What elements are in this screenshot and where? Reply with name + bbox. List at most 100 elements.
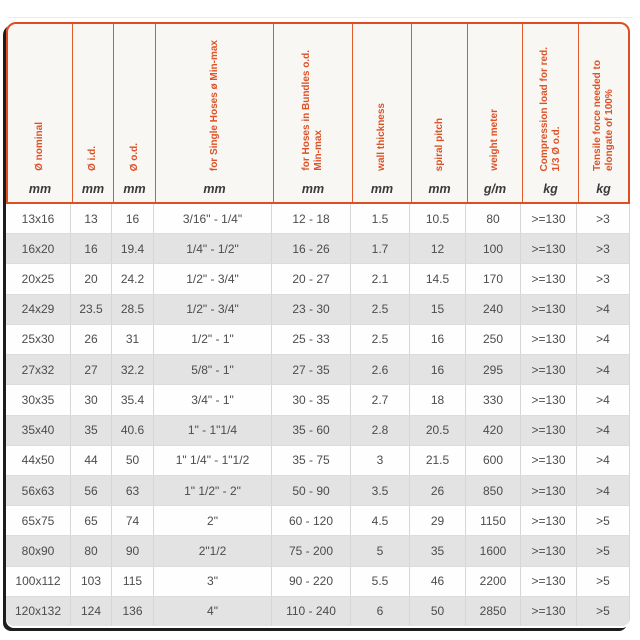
spec-table-card: Ø nominal mm Ø i.d. mm Ø o.d. mm for Single Ho… bbox=[6, 22, 630, 628]
column-label: for Single Hoses ø Min-max bbox=[208, 39, 220, 171]
table-cell: 1/4" - 1/2" bbox=[154, 234, 272, 264]
column-label: Ø nominal bbox=[34, 122, 45, 171]
table-cell: 15 bbox=[410, 294, 466, 324]
table-cell: 2.5 bbox=[351, 324, 410, 355]
table-cell: 30 bbox=[71, 385, 112, 415]
table-cell: 600 bbox=[466, 445, 521, 475]
table-cell: >4 bbox=[577, 355, 630, 385]
table-cell: >4 bbox=[577, 324, 630, 355]
table-cell: >3 bbox=[577, 264, 630, 294]
header-cell: Ø i.d. mm bbox=[73, 24, 114, 202]
table-cell: >5 bbox=[577, 566, 630, 596]
table-cell: 250 bbox=[466, 324, 521, 355]
table-cell: 26 bbox=[71, 324, 112, 355]
table-cell: 12 bbox=[410, 234, 466, 264]
table-cell: >5 bbox=[577, 596, 630, 626]
table-cell: 420 bbox=[466, 415, 521, 445]
table-cell: 2"1/2 bbox=[154, 536, 272, 566]
table-cell: >=130 bbox=[521, 506, 577, 536]
table-row: 56x63 56 63 1" 1/2" - 2" 50 - 90 3.5 26 850 >=13… bbox=[6, 474, 630, 506]
table-cell: 90 bbox=[112, 536, 154, 566]
table-cell: 25 - 33 bbox=[272, 324, 351, 355]
column-label: Tensile force needed to elongate of 100% bbox=[591, 60, 615, 171]
header-cell: Ø nominal mm bbox=[8, 24, 73, 202]
table-cell: 170 bbox=[466, 264, 521, 294]
table-cell: 1.7 bbox=[351, 234, 410, 264]
header-cell: Tensile force needed to elongate of 100%… bbox=[579, 24, 628, 202]
table-cell: 19.4 bbox=[112, 234, 154, 264]
column-unit: kg bbox=[596, 182, 611, 196]
table-cell: 44 bbox=[71, 445, 112, 475]
table-cell: 13x16 bbox=[6, 204, 71, 234]
table-cell: 63 bbox=[112, 475, 154, 506]
table-cell: >=130 bbox=[521, 294, 577, 324]
table-cell: 6 bbox=[351, 596, 410, 626]
table-cell: 32.2 bbox=[112, 355, 154, 385]
table-cell: 16 - 26 bbox=[272, 234, 351, 264]
column-unit: mm bbox=[370, 182, 394, 196]
table-cell: 10.5 bbox=[410, 204, 466, 234]
table-cell: 3/4" - 1" bbox=[154, 385, 272, 415]
table-cell: 56 bbox=[71, 475, 112, 506]
table-cell: 74 bbox=[112, 506, 154, 536]
table-cell: 2.5 bbox=[351, 294, 410, 324]
table-row: 100x112 103 115 3" 90 - 220 5.5 46 2200 >=130 >5 bbox=[6, 565, 630, 596]
table-row: 24x29 23.5 28.5 1/2" - 3/4" 23 - 30 2.5 15 240 >… bbox=[6, 293, 630, 324]
column-unit: kg bbox=[543, 182, 558, 196]
table-cell: >4 bbox=[577, 445, 630, 475]
table-row: 25x30 26 31 1/2" - 1" 25 - 33 2.5 16 250 >=130 >4 bbox=[6, 323, 630, 355]
header-cell: wall thickness mm bbox=[353, 24, 412, 202]
column-label: Ø i.d. bbox=[87, 146, 98, 171]
table-cell: 16 bbox=[410, 324, 466, 355]
table-cell: >=130 bbox=[521, 324, 577, 355]
table-cell: 21.5 bbox=[410, 445, 466, 475]
table-row: 30x35 30 35.4 3/4" - 1" 30 - 35 2.7 18 330 >=130… bbox=[6, 384, 630, 415]
table-cell: 100x112 bbox=[6, 566, 71, 596]
table-cell: >=130 bbox=[521, 264, 577, 294]
table-cell: 80 bbox=[71, 536, 112, 566]
table-cell: >4 bbox=[577, 415, 630, 445]
table-cell: 1150 bbox=[466, 506, 521, 536]
header-cell: Compression load for red. 1/3 Ø o.d. kg bbox=[523, 24, 579, 202]
table-cell: 90 - 220 bbox=[272, 566, 351, 596]
table-cell: 35 - 75 bbox=[272, 445, 351, 475]
table-cell: 20 - 27 bbox=[272, 264, 351, 294]
table-cell: 29 bbox=[410, 506, 466, 536]
header-cell: spiral pitch mm bbox=[412, 24, 468, 202]
table-cell: 1" 1/2" - 2" bbox=[154, 475, 272, 506]
column-label: wall thickness bbox=[376, 103, 387, 171]
table-row: 120x132 124 136 4" 110 - 240 6 50 2850 >=130 >5 bbox=[6, 595, 630, 626]
table-cell: >4 bbox=[577, 294, 630, 324]
table-cell: 2.7 bbox=[351, 385, 410, 415]
header-row: Ø nominal mm Ø i.d. mm Ø o.d. mm for Single Ho… bbox=[6, 22, 630, 204]
table-cell: 2200 bbox=[466, 566, 521, 596]
table-cell: 46 bbox=[410, 566, 466, 596]
table-cell: 2850 bbox=[466, 596, 521, 626]
table-row: 27x32 27 32.2 5/8" - 1" 27 - 35 2.6 16 295 >=130… bbox=[6, 354, 630, 385]
table-cell: 3/16" - 1/4" bbox=[154, 204, 272, 234]
table-body: 13x16 13 16 3/16" - 1/4" 12 - 18 1.5 10.5 80 >=1… bbox=[6, 204, 630, 626]
table-cell: >5 bbox=[577, 536, 630, 566]
table-cell: 1600 bbox=[466, 536, 521, 566]
table-cell: 24.2 bbox=[112, 264, 154, 294]
table-cell: >=130 bbox=[521, 385, 577, 415]
table-cell: 80x90 bbox=[6, 536, 71, 566]
column-unit: g/m bbox=[483, 182, 507, 196]
table-cell: >=130 bbox=[521, 475, 577, 506]
table-cell: 850 bbox=[466, 475, 521, 506]
table-cell: 16 bbox=[71, 234, 112, 264]
table-row: 35x40 35 40.6 1" - 1"1/4 35 - 60 2.8 20.5 420 >=… bbox=[6, 414, 630, 445]
table-cell: 20.5 bbox=[410, 415, 466, 445]
table-cell: >3 bbox=[577, 234, 630, 264]
table-cell: 60 - 120 bbox=[272, 506, 351, 536]
column-unit: mm bbox=[203, 182, 226, 196]
column-label: for Hoses in Bundles o.d. Min-max bbox=[301, 50, 324, 171]
table-cell: 50 bbox=[112, 445, 154, 475]
table-cell: 5.5 bbox=[351, 566, 410, 596]
table-cell: >3 bbox=[577, 204, 630, 234]
table-cell: 240 bbox=[466, 294, 521, 324]
table-cell: 16x20 bbox=[6, 234, 71, 264]
table-cell: 110 - 240 bbox=[272, 596, 351, 626]
table-cell: 1/2" - 1" bbox=[154, 324, 272, 355]
column-label: weight meter bbox=[489, 109, 500, 171]
